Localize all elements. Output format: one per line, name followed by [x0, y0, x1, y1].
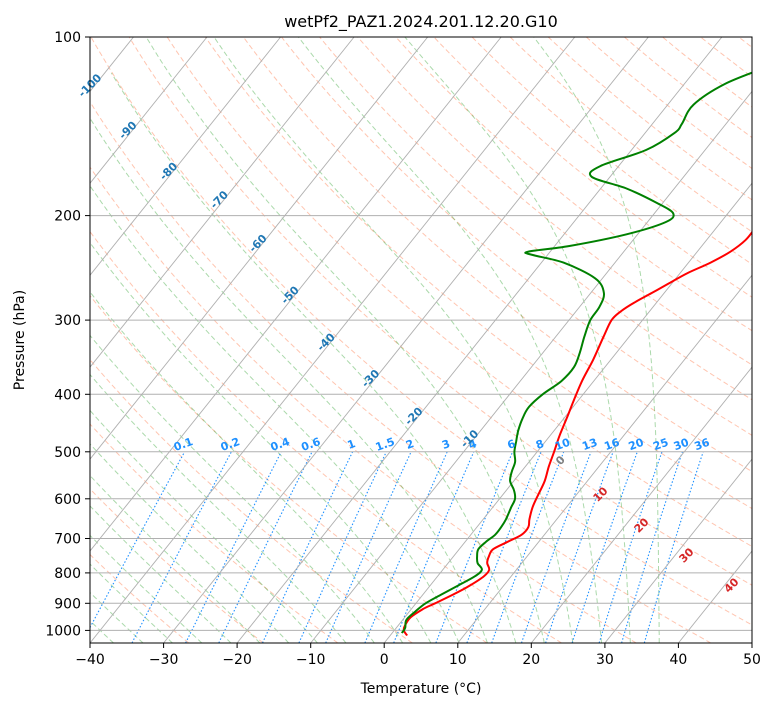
x-tick-label: −40: [75, 652, 105, 668]
x-tick-label: 0: [380, 652, 389, 668]
x-tick-label: −30: [149, 652, 179, 668]
y-tick-label: 200: [54, 209, 81, 225]
y-tick-label: 1000: [45, 623, 81, 639]
y-tick-label: 300: [54, 313, 81, 329]
y-tick-label: 100: [54, 30, 81, 46]
x-tick-label: 10: [449, 652, 467, 668]
y-tick-label: 400: [54, 387, 81, 403]
y-tick-label: 800: [54, 566, 81, 582]
x-axis-label: Temperature (°C): [360, 681, 482, 697]
y-tick-label: 900: [54, 596, 81, 612]
x-tick-label: 40: [669, 652, 687, 668]
x-tick-label: −10: [296, 652, 326, 668]
chart-title: wetPf2_PAZ1.2024.201.12.20.G10: [284, 12, 558, 32]
y-tick-label: 700: [54, 532, 81, 548]
y-tick-label: 500: [54, 445, 81, 461]
x-tick-label: −20: [222, 652, 252, 668]
y-axis-label: Pressure (hPa): [12, 290, 28, 390]
y-tick-label: 600: [54, 492, 81, 508]
x-tick-label: 30: [596, 652, 614, 668]
x-tick-label: 20: [522, 652, 540, 668]
x-tick-label: 50: [743, 652, 761, 668]
